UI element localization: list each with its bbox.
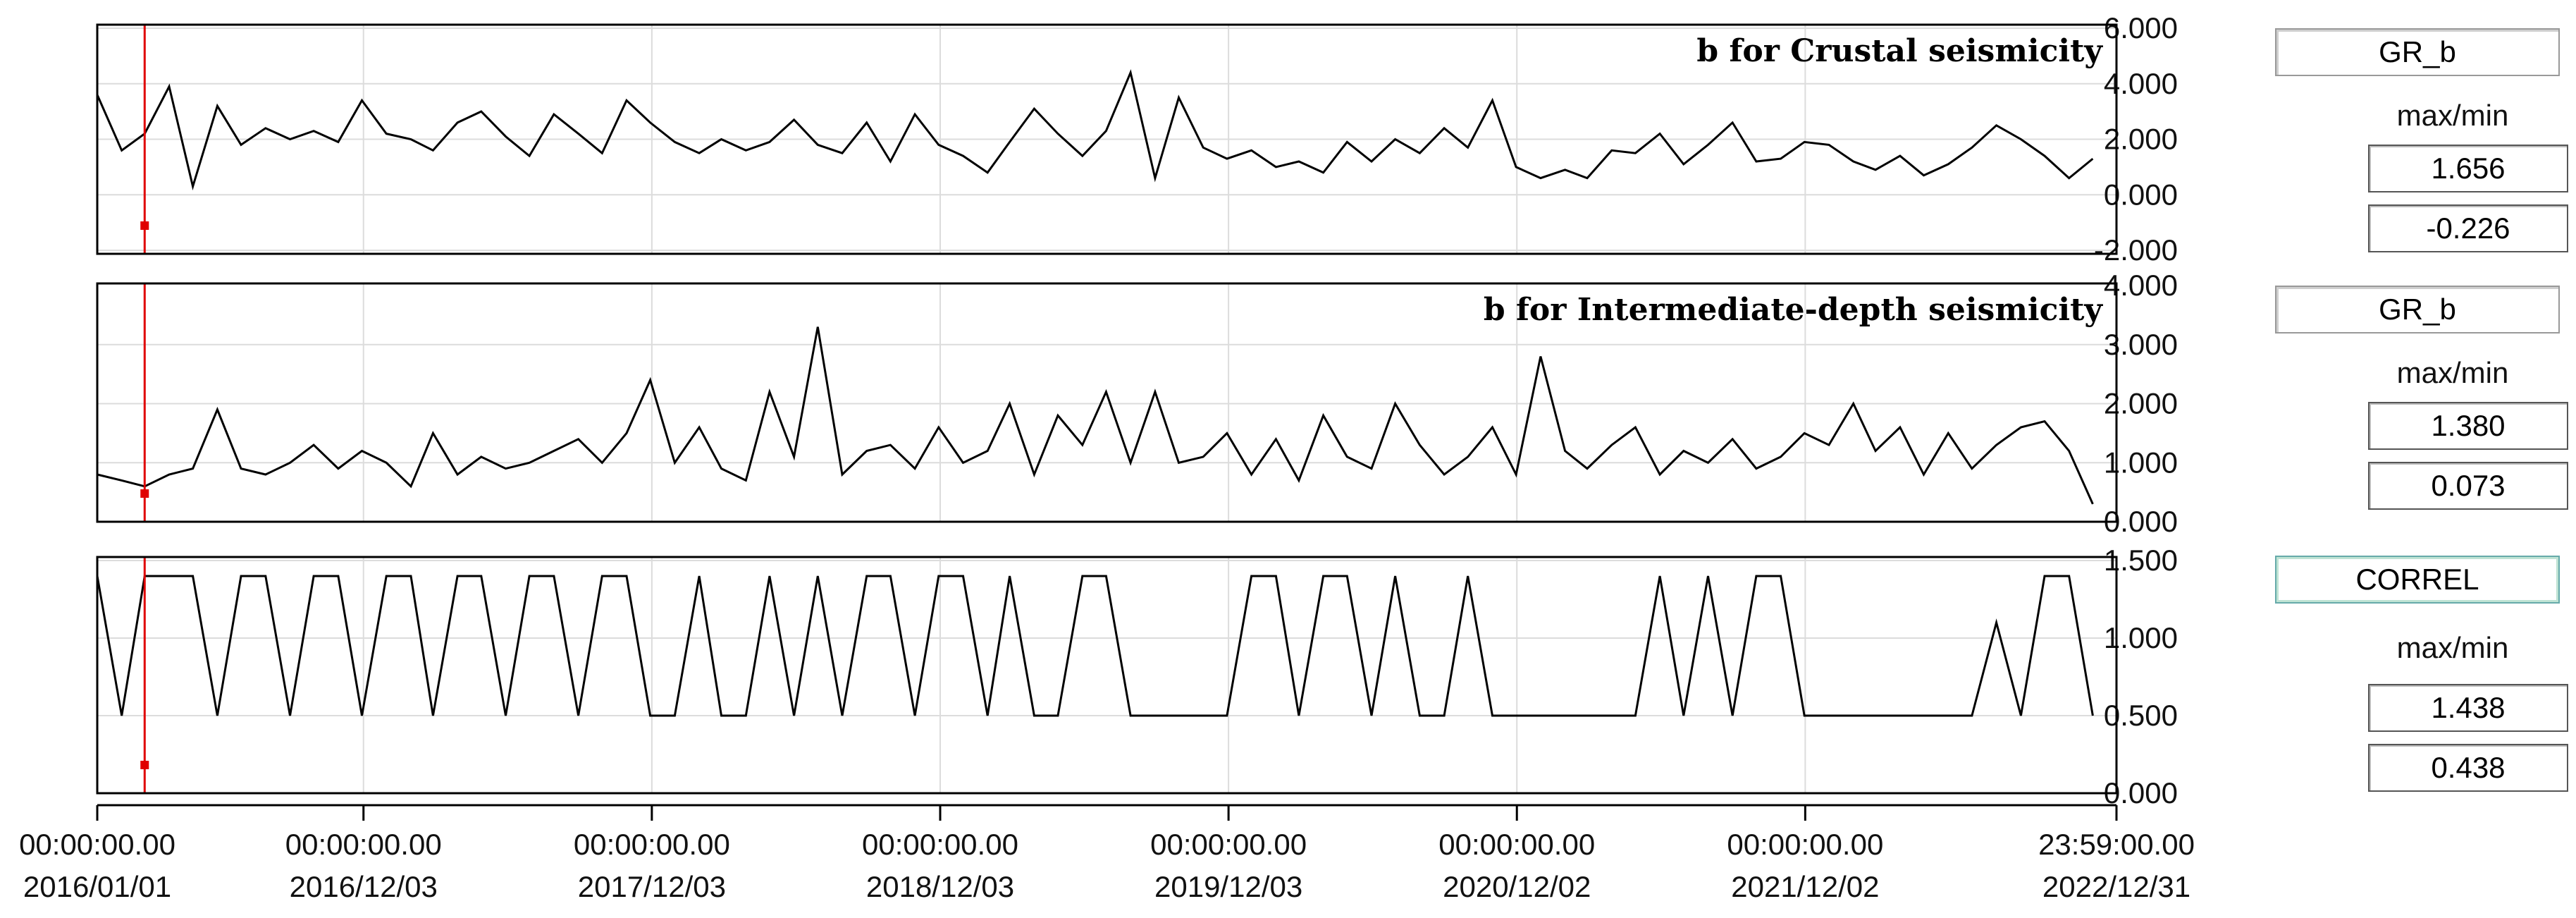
x-tick-date-label: 2020/12/02 (1443, 870, 1591, 903)
series-name-box-3[interactable]: CORREL (2275, 556, 2560, 604)
x-tick-time-label: 00:00:00.00 (574, 828, 730, 861)
series-name-2: GR_b (2379, 293, 2456, 326)
y-tick-label: 1.500 (2104, 544, 2178, 577)
min-value-1: -0.226 (2426, 212, 2510, 245)
x-tick-date-label: 2018/12/03 (866, 870, 1014, 903)
x-tick-date-label: 2019/12/03 (1154, 870, 1302, 903)
max-min-label-3: max/min (2396, 631, 2509, 664)
max-value-box-2[interactable]: 1.380 (2368, 402, 2568, 450)
series-line (96, 575, 2094, 717)
x-tick-date-label: 2016/12/03 (290, 870, 438, 903)
x-tick-time-label: 00:00:00.00 (1438, 828, 1595, 861)
cursor-marker (140, 761, 149, 769)
x-tick-date-label: 2017/12/03 (578, 870, 726, 903)
y-tick-label: 0.000 (2104, 178, 2178, 211)
y-tick-label: 4.000 (2104, 67, 2178, 100)
min-value-box-1[interactable]: -0.226 (2368, 204, 2568, 252)
x-tick-date-label: 2021/12/02 (1731, 870, 1879, 903)
max-min-label-2: max/min (2396, 356, 2509, 389)
y-tick-label: 0.500 (2104, 699, 2178, 732)
max-min-label-1: max/min (2396, 99, 2509, 132)
min-value-box-3[interactable]: 0.438 (2368, 744, 2568, 792)
y-tick-label: 1.000 (2104, 446, 2178, 479)
x-tick-time-label: 23:59:00.00 (2038, 828, 2195, 861)
plot-background (97, 557, 2116, 793)
min-value-box-2[interactable]: 0.073 (2368, 462, 2568, 510)
max-value-2: 1.380 (2431, 409, 2506, 442)
series-name-3: CORREL (2355, 563, 2479, 596)
y-tick-label: 2.000 (2104, 387, 2178, 420)
plot-panel-1: 6.000 4.000 2.000 0.000 -2.000 b for Crustal … (96, 11, 2178, 267)
x-tick-time-label: 00:00:00.00 (285, 828, 442, 861)
series-name-1: GR_b (2379, 35, 2456, 68)
plot-frame (96, 556, 2118, 795)
y-tick-label: 2.000 (2104, 123, 2178, 156)
max-value-box-3[interactable]: 1.438 (2368, 684, 2568, 732)
plot-background (97, 283, 2116, 522)
x-tick-date-label: 2022/12/31 (2042, 870, 2190, 903)
max-value-3: 1.438 (2431, 691, 2506, 724)
plot-frame (96, 282, 2118, 523)
y-tick-label: 6.000 (2104, 11, 2178, 44)
series-line (96, 69, 2094, 191)
min-value-3: 0.438 (2431, 751, 2506, 784)
y-tick-label: 3.000 (2104, 328, 2178, 361)
series-name-box-1[interactable]: GR_b (2275, 28, 2560, 76)
y-tick-label: 1.000 (2104, 621, 2178, 654)
series-name-box-2[interactable]: GR_b (2275, 286, 2560, 333)
cursor-marker (140, 221, 149, 230)
x-tick-time-label: 00:00:00.00 (19, 828, 175, 861)
x-tick-date-label: 2016/01/01 (23, 870, 171, 903)
y-tick-label: 4.000 (2104, 269, 2178, 302)
panel-title: b for Intermediate-depth seismicity (1484, 292, 2104, 328)
max-value-box-1[interactable]: 1.656 (2368, 145, 2568, 192)
x-tick-time-label: 00:00:00.00 (862, 828, 1018, 861)
x-tick-time-label: 00:00:00.00 (1727, 828, 1883, 861)
y-tick-label: -2.000 (2094, 233, 2178, 267)
max-value-1: 1.656 (2431, 152, 2506, 185)
panel-title: b for Crustal seismicity (1696, 33, 2103, 69)
series-line (97, 326, 2094, 505)
x-tick-time-label: 00:00:00.00 (1150, 828, 1307, 861)
plot-frame (96, 23, 2118, 255)
min-value-2: 0.073 (2431, 469, 2506, 502)
cursor-marker (140, 489, 149, 498)
